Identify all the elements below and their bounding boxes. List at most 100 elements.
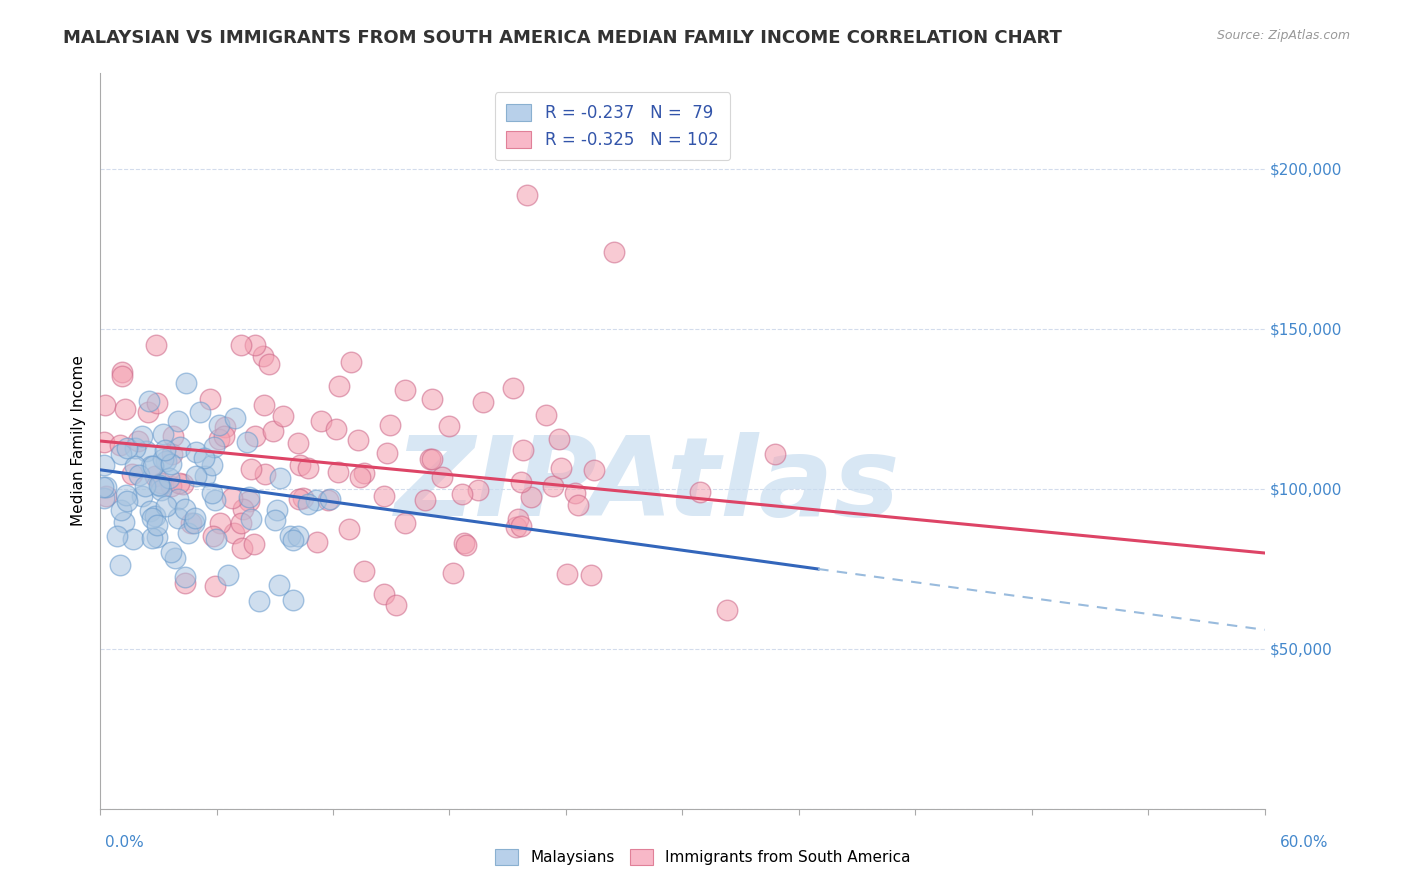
Point — [550, 461, 572, 475]
Point — [311, 414, 333, 428]
Point — [184, 511, 207, 525]
Point — [146, 395, 169, 409]
Point — [121, 467, 143, 482]
Point — [305, 534, 328, 549]
Point — [174, 575, 197, 590]
Point — [236, 435, 259, 450]
Text: 0.0%: 0.0% — [105, 836, 145, 850]
Point — [373, 587, 395, 601]
Point — [564, 486, 586, 500]
Point — [257, 357, 280, 371]
Point — [111, 365, 134, 379]
Point — [91, 480, 114, 494]
Point — [201, 458, 224, 472]
Point — [160, 479, 183, 493]
Point — [131, 489, 153, 503]
Point — [394, 516, 416, 531]
Point — [375, 446, 398, 460]
Point — [174, 570, 197, 584]
Point — [173, 501, 195, 516]
Legend: Malaysians, Immigrants from South America: Malaysians, Immigrants from South Americ… — [489, 843, 917, 871]
Point — [160, 545, 183, 559]
Point — [472, 394, 495, 409]
Point — [202, 440, 225, 454]
Point — [232, 501, 254, 516]
Point — [318, 493, 340, 508]
Point — [160, 458, 183, 472]
Point — [229, 338, 252, 352]
Text: ZIPAtlas: ZIPAtlas — [395, 432, 900, 539]
Point — [108, 438, 131, 452]
Point — [166, 511, 188, 525]
Point — [93, 458, 115, 472]
Point — [193, 450, 215, 465]
Point — [115, 441, 138, 455]
Point — [139, 504, 162, 518]
Point — [167, 476, 190, 491]
Point — [209, 516, 232, 530]
Point — [340, 355, 363, 369]
Point — [149, 479, 172, 493]
Point — [121, 532, 143, 546]
Point — [201, 485, 224, 500]
Point — [337, 522, 360, 536]
Point — [172, 476, 194, 491]
Point — [467, 483, 489, 497]
Point — [93, 435, 115, 450]
Point — [567, 498, 589, 512]
Point — [264, 513, 287, 527]
Point — [163, 551, 186, 566]
Point — [716, 603, 738, 617]
Point — [253, 398, 276, 412]
Point — [152, 452, 174, 467]
Point — [278, 529, 301, 543]
Point — [221, 491, 243, 505]
Point — [155, 454, 177, 468]
Point — [135, 444, 157, 458]
Point — [516, 187, 538, 202]
Point — [238, 491, 260, 505]
Point — [145, 338, 167, 352]
Text: 60.0%: 60.0% — [1281, 836, 1329, 850]
Point — [149, 475, 172, 490]
Point — [142, 459, 165, 474]
Point — [239, 512, 262, 526]
Point — [183, 516, 205, 530]
Point — [319, 491, 342, 506]
Point — [146, 517, 169, 532]
Point — [205, 532, 228, 546]
Point — [141, 531, 163, 545]
Point — [353, 564, 375, 578]
Point — [145, 469, 167, 483]
Point — [214, 429, 236, 443]
Point — [420, 452, 443, 467]
Point — [579, 568, 602, 582]
Point — [548, 432, 571, 446]
Legend: R = -0.237   N =  79, R = -0.325   N = 102: R = -0.237 N = 79, R = -0.325 N = 102 — [495, 93, 730, 161]
Point — [253, 467, 276, 481]
Point — [238, 493, 260, 508]
Point — [353, 467, 375, 481]
Point — [510, 475, 533, 489]
Point — [204, 493, 226, 508]
Point — [167, 491, 190, 506]
Point — [419, 451, 441, 466]
Point — [96, 490, 118, 504]
Point — [167, 414, 190, 428]
Point — [454, 538, 477, 552]
Point — [180, 516, 202, 530]
Point — [287, 492, 309, 507]
Point — [583, 463, 606, 477]
Point — [124, 442, 146, 456]
Point — [450, 486, 472, 500]
Point — [155, 499, 177, 513]
Point — [207, 417, 229, 432]
Point — [245, 338, 267, 352]
Point — [271, 409, 294, 423]
Point — [177, 526, 200, 541]
Point — [148, 478, 170, 492]
Point — [96, 480, 118, 494]
Point — [157, 470, 180, 484]
Point — [240, 462, 263, 476]
Point — [541, 479, 564, 493]
